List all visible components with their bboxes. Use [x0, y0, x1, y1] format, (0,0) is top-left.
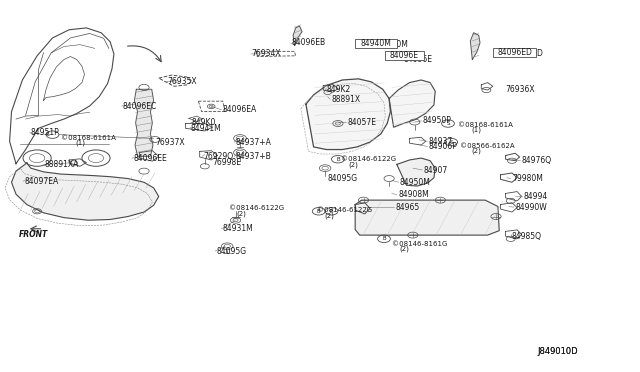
Text: 84096E: 84096E [403, 55, 432, 64]
Text: 84096EB: 84096EB [292, 38, 326, 47]
Polygon shape [306, 79, 390, 150]
Text: 84951P: 84951P [31, 128, 60, 137]
Text: 84057E: 84057E [348, 118, 376, 126]
Text: 76998E: 76998E [212, 158, 241, 167]
Text: 84994: 84994 [524, 192, 548, 201]
Text: 76937X: 76937X [156, 138, 185, 147]
Text: 76936X: 76936X [506, 85, 535, 94]
Text: 84931M: 84931M [223, 224, 253, 233]
Text: 84096EA: 84096EA [223, 105, 257, 114]
Text: 84940M: 84940M [360, 39, 392, 48]
Text: S: S [446, 121, 450, 126]
Text: 76929Q: 76929Q [204, 152, 234, 161]
Text: 84985Q: 84985Q [512, 232, 542, 241]
Text: 79980M: 79980M [512, 174, 543, 183]
FancyBboxPatch shape [493, 48, 536, 57]
Text: ©08146-6122G: ©08146-6122G [317, 207, 372, 213]
Text: ©08168-6161A: ©08168-6161A [61, 135, 116, 141]
Text: 84965: 84965 [396, 203, 420, 212]
Text: S: S [46, 132, 50, 137]
Text: J849010D: J849010D [538, 347, 578, 356]
Text: 84950P: 84950P [422, 116, 451, 125]
Text: ©08146-6122G: ©08146-6122G [341, 156, 396, 162]
Text: 76935X: 76935X [168, 77, 197, 86]
Text: 88891X: 88891X [332, 95, 361, 104]
Text: J849010D: J849010D [538, 347, 578, 356]
Text: 84990W: 84990W [515, 203, 547, 212]
Text: 76934X: 76934X [252, 49, 281, 58]
Text: ©08146-8161G: ©08146-8161G [392, 241, 447, 247]
Text: 84095G: 84095G [328, 174, 358, 183]
Polygon shape [355, 200, 499, 235]
Text: (1): (1) [76, 140, 86, 147]
Text: 88891XA: 88891XA [45, 160, 79, 169]
Text: ©08146-6122G: ©08146-6122G [229, 205, 284, 211]
Text: 84096E: 84096E [390, 51, 419, 60]
Text: FRONT: FRONT [19, 230, 48, 239]
Text: 84950M: 84950M [400, 178, 431, 187]
Polygon shape [12, 163, 159, 220]
Text: 84095G: 84095G [216, 247, 246, 256]
Polygon shape [389, 80, 435, 127]
Text: 84096EE: 84096EE [133, 154, 167, 163]
Text: 84908M: 84908M [398, 190, 429, 199]
Text: ©08566-6162A: ©08566-6162A [460, 143, 514, 149]
Text: 84097EA: 84097EA [24, 177, 59, 186]
Polygon shape [293, 26, 302, 45]
Text: 84096ED: 84096ED [509, 49, 543, 58]
Text: 84976Q: 84976Q [522, 156, 552, 165]
Text: B: B [330, 209, 333, 214]
Text: B: B [382, 236, 386, 241]
Text: B: B [336, 157, 340, 162]
Text: 84906P: 84906P [429, 142, 458, 151]
Text: 84937+B: 84937+B [236, 152, 271, 161]
Text: (2): (2) [349, 161, 358, 168]
Text: S: S [449, 140, 453, 145]
Text: B: B [317, 209, 321, 214]
Text: 84907: 84907 [424, 166, 448, 174]
Text: ©08168-6161A: ©08168-6161A [458, 122, 513, 128]
Text: 84096ED: 84096ED [497, 48, 532, 57]
Text: 84937+A: 84937+A [236, 138, 271, 147]
Text: (2): (2) [399, 246, 409, 253]
Text: (2): (2) [472, 148, 481, 154]
Text: (1): (1) [472, 127, 482, 134]
Text: 849K0: 849K0 [192, 118, 216, 127]
Text: 849K2: 849K2 [326, 85, 351, 94]
Text: (2): (2) [324, 212, 334, 219]
Text: (2): (2) [237, 211, 246, 217]
Polygon shape [134, 89, 154, 156]
FancyBboxPatch shape [385, 51, 424, 60]
Text: 84096EC: 84096EC [123, 102, 157, 110]
FancyBboxPatch shape [355, 39, 397, 48]
Polygon shape [470, 33, 480, 60]
Polygon shape [397, 158, 435, 186]
Text: 84941M: 84941M [191, 124, 221, 133]
Text: 84937: 84937 [429, 137, 453, 146]
Text: 84940M: 84940M [378, 40, 408, 49]
